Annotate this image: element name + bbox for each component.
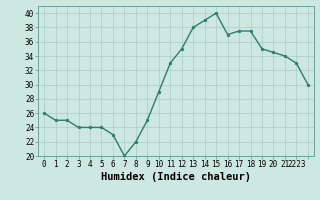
X-axis label: Humidex (Indice chaleur): Humidex (Indice chaleur) xyxy=(101,172,251,182)
